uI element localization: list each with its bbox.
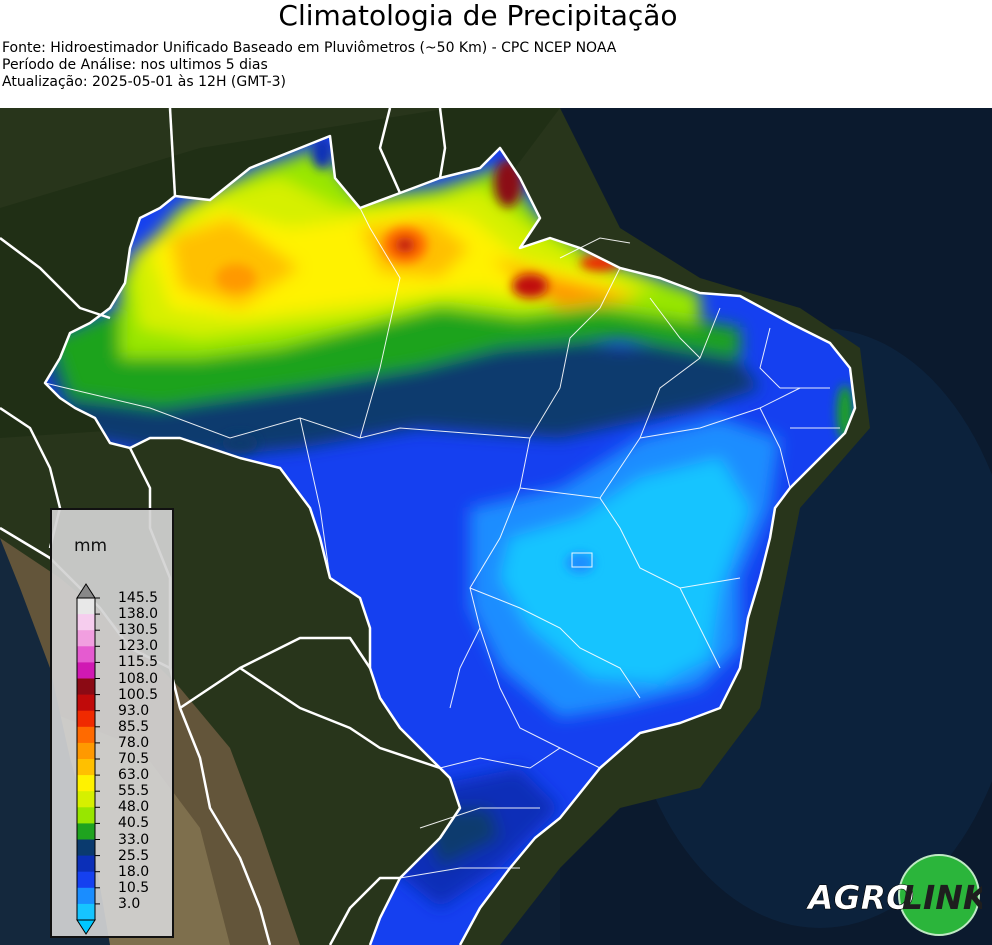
colorbar-cell (77, 855, 95, 873)
colorbar-cell (77, 807, 95, 824)
colorbar-cell (77, 839, 95, 857)
period-line: Período de Análise: nos ultimos 5 dias (2, 57, 268, 73)
legend-tick-label: 48.0 (118, 799, 150, 816)
colorbar-cell (77, 759, 95, 776)
legend-tick-label: 145.5 (118, 590, 159, 606)
legend-unit: mm (74, 536, 108, 556)
colorbar-cell (77, 871, 95, 889)
map-title: Climatologia de Precipitação (278, 0, 678, 32)
legend-tick-label: 115.5 (118, 654, 159, 671)
colorbar-cell (77, 823, 95, 840)
legend-tick-label: 70.5 (118, 751, 150, 767)
legend-tick-label: 78.0 (118, 734, 150, 751)
state-borders (44, 207, 840, 879)
colorbar-top-arrow (76, 583, 96, 599)
legend-tick-label: 33.0 (118, 831, 150, 848)
legend-tick-label: 108.0 (118, 670, 159, 687)
source-line: Fonte: Hidroestimador Unificado Baseado … (2, 40, 617, 56)
colorbar-cell (77, 614, 95, 631)
legend-colorbar (76, 583, 100, 935)
colorbar-cell (77, 630, 95, 647)
legend-tick-label: 3.0 (118, 895, 141, 912)
legend-tick-label: 40.5 (118, 815, 150, 832)
colorbar-cell (77, 646, 95, 663)
agrolink-logo: AGRO LINK (805, 852, 991, 938)
colorbar-cell (77, 791, 95, 808)
legend-tick-label: 85.5 (118, 718, 150, 735)
colorbar-cell (77, 694, 95, 712)
legend-tick-label: 25.5 (118, 847, 150, 864)
logo-text-link: LINK (902, 878, 982, 917)
legend-tick-label: 55.5 (118, 783, 150, 800)
colorbar-cell (77, 726, 95, 744)
legend-tick-label: 18.0 (118, 863, 150, 880)
colorbar-cell (77, 710, 95, 728)
colorbar-cell (77, 662, 95, 679)
legend-tick-label: 100.5 (118, 686, 159, 703)
colorbar-cell (77, 742, 95, 760)
legend-tick-label: 93.0 (118, 702, 150, 719)
update-line: Atualização: 2025-05-01 às 12H (GMT-3) (2, 74, 286, 90)
logo-text-agro: AGRO (806, 878, 914, 917)
colorbar-cell (77, 903, 95, 921)
legend-tick-label: 63.0 (118, 767, 150, 784)
colorbar-bottom-arrow (76, 919, 96, 935)
legend-tick-label: 10.5 (118, 879, 150, 896)
legend-tick-label: 123.0 (118, 638, 159, 655)
color-legend: mm 145.5 138.0 130.5 123.0 115.5 108.0 100.5 93… (50, 508, 174, 938)
colorbar-cell (77, 678, 95, 696)
legend-tick-label: 138.0 (118, 606, 159, 623)
colorbar-cell (77, 887, 95, 905)
logo-globe (899, 855, 979, 935)
colorbar-cell (77, 598, 95, 615)
legend-tick-label: 130.5 (118, 622, 159, 639)
colorbar-cell (77, 775, 95, 792)
